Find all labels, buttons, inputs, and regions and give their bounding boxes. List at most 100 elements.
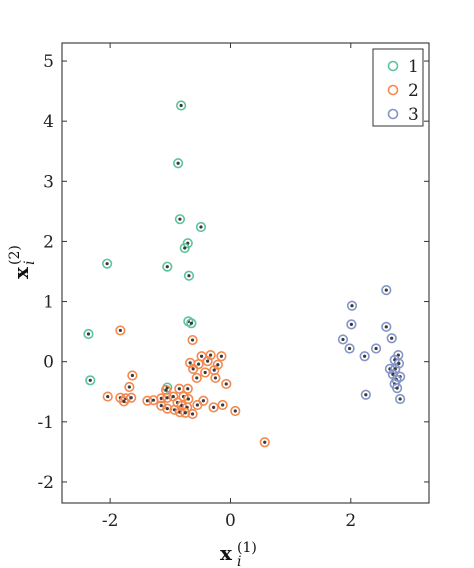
data-point-center [205,359,210,363]
data-point-ring [182,402,193,413]
y-tick-label: 2 [43,232,54,252]
data-point-ring [142,395,153,406]
data-point-center [183,411,187,415]
data-point-center [201,399,205,403]
x-axis-label: x (1) i [220,540,257,568]
data-point-ring [187,408,198,420]
data-point-ring [337,334,349,345]
data-point-ring [359,351,370,362]
data-point-center [397,361,401,366]
data-point-ring [259,437,270,448]
data-point-ring [370,343,382,354]
data-point-ring [360,389,371,400]
data-point-center [196,362,201,366]
data-point-ring [395,393,406,405]
data-point-center [350,304,354,308]
data-point-ring [169,404,180,415]
data-point-ring [186,318,197,329]
data-point-center [374,346,378,351]
data-point-center [384,288,388,292]
legend-marker [387,108,399,120]
data-point-center [127,385,131,389]
data-point-ring [118,396,130,407]
data-point-ring [381,285,392,296]
data-point-center [213,376,218,380]
data-point-center [159,403,163,408]
data-point-ring [83,328,94,340]
data-point-center [195,403,199,407]
data-point-center [363,354,367,358]
data-point-ring [200,367,211,378]
data-point-center [398,397,402,401]
data-point-ring [346,300,358,311]
data-point-ring [115,325,126,336]
y-tick-label: 3 [43,172,54,192]
data-point-center [164,388,168,392]
data-point-center [384,325,388,329]
data-point-ring [173,158,184,169]
y-tick-label: 0 [43,353,54,373]
data-point-ring [346,319,357,330]
x-tick-label: 0 [225,511,236,531]
x-axis-label-sub: i [237,554,241,568]
data-point-center [263,440,267,444]
data-point-ring [176,100,187,111]
data-point-center [191,367,195,371]
data-point-ring [183,270,195,281]
data-point-center [212,368,216,372]
legend-label: 1 [408,57,419,77]
data-points [83,100,406,448]
data-point-ring [344,343,355,354]
data-point-ring [162,261,173,272]
data-point-center [224,382,228,386]
data-point-center [219,354,224,358]
y-axis-label-sub: i [22,261,38,265]
data-point-center [122,399,126,403]
data-point-center [118,328,122,333]
data-point-center [341,337,345,342]
x-tick-label: 2 [345,511,356,531]
data-point-center [209,353,213,357]
data-point-ring [390,363,401,375]
data-point-center [203,370,207,375]
y-tick-label: -1 [37,413,54,433]
data-point-center [130,373,134,378]
plot-frame [61,42,430,504]
x-axis-label-sup: (1) [237,540,257,556]
data-point-center [186,397,190,401]
data-point-center [165,396,169,400]
data-point-center [221,403,225,407]
y-tick-label: -2 [37,473,54,493]
data-point-center [171,394,175,399]
y-axis-label: x (2) i [7,245,38,279]
data-point-ring [392,383,403,394]
legend-items: 1 2 3 [387,57,419,125]
data-point-ring [124,381,135,393]
data-point-center [151,398,156,402]
data-point-center [165,406,169,411]
data-point-ring [191,372,202,384]
data-point-ring [156,400,167,411]
x-tick-label: -2 [102,511,119,531]
data-point-ring [381,321,392,332]
data-point-center [216,363,220,367]
data-point-ring [162,392,173,403]
data-point-ring [217,399,228,411]
data-point-ring [195,221,207,233]
data-point-center [347,346,352,351]
data-point-center [177,387,181,391]
data-point-center [165,265,169,269]
data-point-center [189,321,193,325]
data-point-ring [202,355,213,367]
data-point-center [159,396,163,400]
data-point-center [88,378,92,382]
data-point-center [199,225,203,229]
data-point-center [179,103,183,108]
y-tick-label: 1 [43,293,54,313]
data-point-center [190,412,195,416]
data-point-ring [180,407,191,418]
data-point-center [187,274,191,278]
data-point-center [390,336,394,340]
data-point-center [186,387,190,391]
legend-label: 3 [408,105,419,125]
